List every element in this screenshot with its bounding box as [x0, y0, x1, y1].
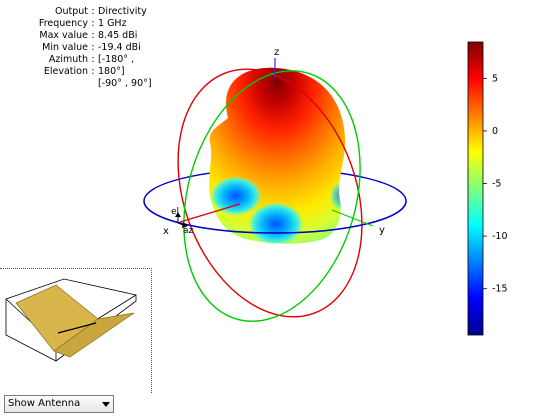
el-label: el — [171, 207, 179, 217]
info-row-azimuth: Azimuth: [-180° , — [48, 54, 135, 65]
elevation-range-value: [-90° , 90°] — [98, 78, 152, 89]
colorbar-tick-label: 5 — [492, 73, 498, 84]
colorbar-tick-label: -15 — [492, 284, 508, 295]
max-value: 8.45 dBi — [98, 30, 138, 41]
elevation-ring-xz — [177, 68, 363, 318]
x-axis-label: x — [163, 226, 169, 237]
radiation-pattern-3d[interactable]: z x y el az — [0, 0, 450, 340]
az-label: az — [183, 226, 194, 236]
azimuth-ring-front — [143, 200, 407, 234]
z-axis-label: z — [274, 47, 279, 58]
show-antenna-selected: Show Antenna — [8, 398, 81, 409]
min-value: -19.4 dBi — [98, 42, 141, 53]
origin-triad — [175, 212, 188, 228]
y-axis-line — [331, 209, 374, 227]
colorbar-tick-label: 0 — [492, 126, 498, 137]
elevation-value: 180°] — [98, 66, 125, 77]
antenna-preview-icon — [5, 278, 137, 362]
colorbar-tick-label: -10 — [492, 231, 508, 242]
radiation-pattern-surface — [209, 67, 346, 244]
info-row-output: Output: Directivity — [55, 6, 147, 17]
x-axis-line — [179, 203, 241, 223]
colorbar: 5 0 -5 -10 -15 — [467, 41, 508, 336]
y-axis-label: y — [379, 225, 385, 236]
info-row-elevation: Elevation:180°] — [43, 66, 125, 77]
frequency-value: 1 GHz — [98, 18, 127, 29]
info-row-min: Min value: -19.4 dBi — [42, 42, 141, 53]
pattern-info-panel: Output: Directivity Frequency:1 GHz Max v… — [6, 6, 152, 90]
azimuth-value: [-180° , — [98, 54, 135, 65]
antenna-preview-panel — [0, 268, 152, 393]
info-row-max: Max value:8.45 dBi — [39, 30, 138, 41]
chevron-down-icon — [102, 402, 110, 407]
info-row-frequency: Frequency:1 GHz — [38, 18, 127, 29]
colorbar-tick-label: -5 — [492, 179, 501, 190]
colorbar-gradient — [467, 41, 484, 336]
elevation-ring-yz — [183, 70, 361, 322]
output-value: Directivity — [98, 6, 147, 17]
info-row-elevation-range: [-90° , 90°] — [6, 78, 152, 90]
show-antenna-dropdown[interactable]: Show Antenna — [4, 395, 114, 413]
